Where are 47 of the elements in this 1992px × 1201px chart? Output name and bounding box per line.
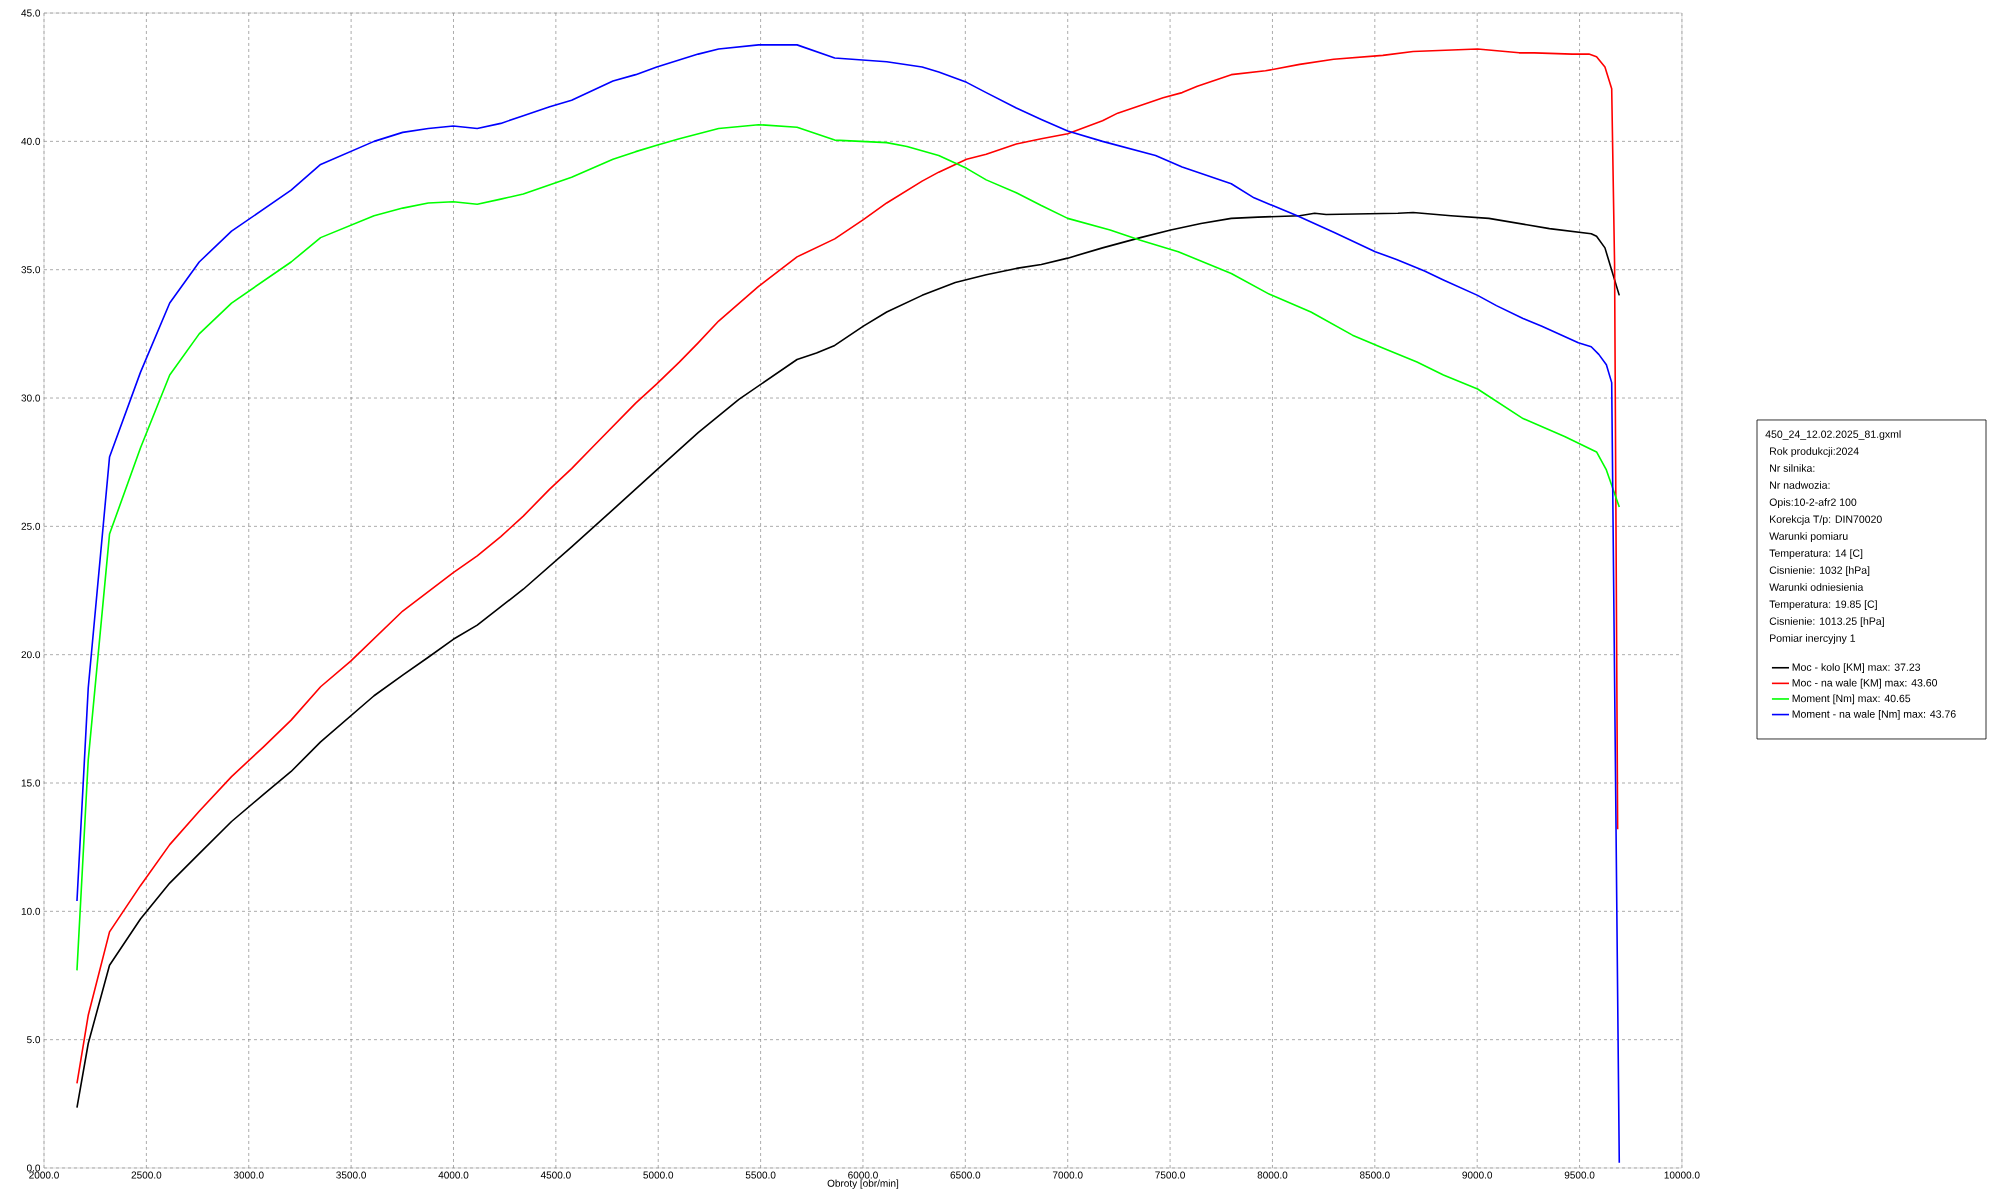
x-tick-label: 3000.0 xyxy=(233,1171,264,1179)
y-tick-label: 40.0 xyxy=(21,137,41,145)
x-tick-label: 6000.0 xyxy=(848,1171,878,1179)
y-tick-label: 5.0 xyxy=(26,1036,41,1044)
y-tick-label: 10.0 xyxy=(21,907,41,915)
legend-label: Moc - kolo [KM] max: 37.23 xyxy=(1792,663,1921,673)
x-tick-label: 10000.0 xyxy=(1664,1171,1700,1179)
x-tick-label: 7500.0 xyxy=(1155,1171,1185,1179)
x-axis-title: Obroty [obr/min] xyxy=(827,1179,899,1189)
text: Temperatura: 14 [C] xyxy=(1769,549,1863,559)
x-tick-label: 8500.0 xyxy=(1359,1171,1390,1179)
x-tick-label: 6500.0 xyxy=(950,1171,981,1179)
x-tick-label: 5500.0 xyxy=(745,1171,776,1179)
text: Warunki pomiaru xyxy=(1769,532,1848,542)
x-tick-label: 2500.0 xyxy=(131,1171,162,1179)
x-tick-label: 5000.0 xyxy=(643,1171,674,1179)
legend-label: Moment [Nm] max: 40.65 xyxy=(1792,694,1911,705)
text: Nr silnika: xyxy=(1770,464,1815,472)
text: Rok produkcji:2024 xyxy=(1770,447,1859,457)
y-tick-label: 20.0 xyxy=(21,651,41,659)
x-tick-label: 9000.0 xyxy=(1462,1171,1493,1179)
line-series xyxy=(76,211,1621,1109)
y-tick-label: 30.0 xyxy=(21,394,41,402)
x-tick-label: 3500.0 xyxy=(336,1171,367,1179)
text: Cisnienie: 1032 [hPa] xyxy=(1769,566,1870,576)
text: Temperatura: 19.85 [C] xyxy=(1769,600,1877,610)
line-series xyxy=(76,123,1621,972)
text: Opis:10-2-afr2 100 xyxy=(1769,498,1857,508)
legend-label: Moc - na wale [KM] max: 43.60 xyxy=(1792,678,1938,689)
y-tick-label: 15.0 xyxy=(21,779,41,787)
y-tick-label: 0.0 xyxy=(26,1164,41,1172)
y-tick-label: 25.0 xyxy=(21,522,41,530)
text: Cisnienie: 1013.25 [hPa] xyxy=(1769,617,1884,627)
text: Warunki odniesienia xyxy=(1769,583,1864,591)
x-tick-label: 9500.0 xyxy=(1564,1171,1595,1179)
y-tick-label: 35.0 xyxy=(21,266,41,274)
text: Pomiar inercyjny 1 xyxy=(1770,634,1856,644)
x-tick-label: 2000.0 xyxy=(29,1171,59,1179)
x-tick-label: 4500.0 xyxy=(540,1171,571,1179)
x-tick-label: 8000.0 xyxy=(1257,1171,1288,1179)
text: Nr nadwozia: xyxy=(1770,481,1830,489)
text: Korekcja T/p: DIN70020 xyxy=(1770,515,1882,525)
legend-label: Moment - na wale [Nm] max: 43.76 xyxy=(1792,710,1956,720)
text: 450_24_12.02.2025_81.gxml xyxy=(1765,430,1901,440)
x-tick-label: 7000.0 xyxy=(1052,1171,1083,1179)
y-tick-label: 45.0 xyxy=(21,9,41,17)
x-tick-label: 4000.0 xyxy=(438,1171,469,1179)
